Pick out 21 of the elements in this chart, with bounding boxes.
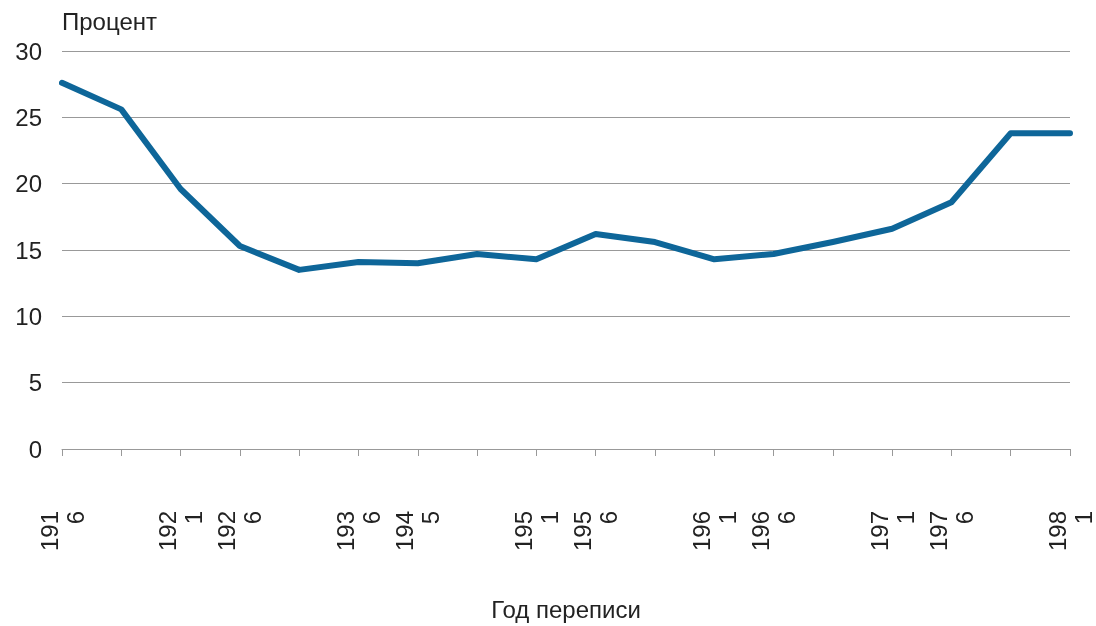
y-tick-label: 30 xyxy=(15,37,42,65)
y-tick-label: 10 xyxy=(15,302,42,330)
x-axis-title: Год переписи xyxy=(491,595,641,623)
y-tick-label: 15 xyxy=(15,236,42,264)
x-tick-label: 1971 xyxy=(865,511,919,552)
x-tick-label: 1951 xyxy=(509,511,563,552)
x-tick-label: 1945 xyxy=(391,511,445,552)
y-axis-title: Процент xyxy=(62,7,158,35)
x-tick-label: 1916 xyxy=(35,511,89,552)
x-tick-label: 1976 xyxy=(924,511,978,552)
x-tick-label: 1921 xyxy=(154,511,208,552)
y-tick-label: 0 xyxy=(28,435,42,463)
x-tick-label: 1961 xyxy=(687,511,741,552)
x-tick-label: 1936 xyxy=(331,511,385,552)
x-tick-label: 1981 xyxy=(1043,511,1096,552)
y-tick-label: 5 xyxy=(28,369,42,397)
y-tick-label: 25 xyxy=(15,103,42,131)
x-tick-label: 1966 xyxy=(747,511,801,552)
x-tick-label: 1926 xyxy=(213,511,267,552)
y-tick-label: 20 xyxy=(15,170,42,198)
x-tick-label: 1956 xyxy=(569,511,623,552)
